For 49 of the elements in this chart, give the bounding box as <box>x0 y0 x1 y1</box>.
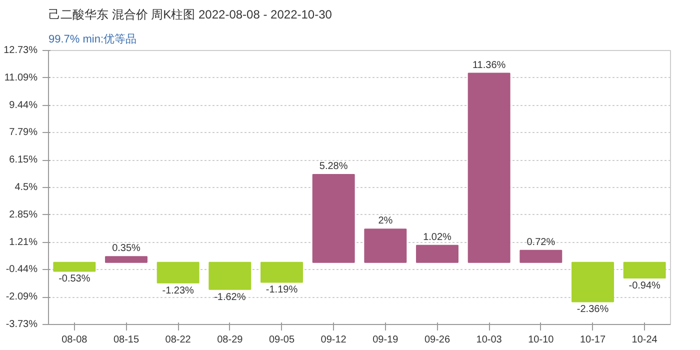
bar <box>208 262 252 290</box>
bar <box>572 262 614 302</box>
data-label: 0.35% <box>112 243 141 254</box>
y-tick-label: -0.44% <box>6 264 38 276</box>
bar <box>468 72 510 263</box>
data-label: -1.19% <box>266 284 298 296</box>
data-label: 0.72% <box>526 236 556 248</box>
x-tick-label: 09-26 <box>424 334 450 346</box>
x-tick-label: 09-12 <box>320 334 347 346</box>
y-tick-label: 11.09% <box>4 72 38 84</box>
data-label: -1.62% <box>214 292 246 303</box>
y-tick-label: -2.09% <box>6 292 38 303</box>
data-label: 5.28% <box>319 161 348 172</box>
bar <box>260 262 303 283</box>
bar <box>364 228 407 263</box>
x-tick-label: 08-08 <box>62 334 88 346</box>
chart-subtitle: 99.7% min:优等品 <box>48 34 137 46</box>
data-label: -2.36% <box>576 304 609 316</box>
x-tick-label: 08-15 <box>113 334 140 346</box>
x-tick-label: 08-29 <box>217 334 244 346</box>
data-label: 11.36% <box>472 60 506 71</box>
x-tick-label: 10-03 <box>476 334 502 346</box>
data-label: 2% <box>378 216 393 227</box>
y-tick-label: 2.85% <box>9 209 38 220</box>
data-label: 1.02% <box>423 232 452 243</box>
x-tick-label: 08-22 <box>165 334 192 346</box>
y-tick-label: 9.44% <box>9 100 38 111</box>
x-tick-label: 09-05 <box>268 334 295 346</box>
y-tick-label: 7.79% <box>9 127 38 138</box>
data-label: -0.94% <box>628 280 661 292</box>
bar <box>623 262 666 279</box>
x-tick-label: 10-17 <box>580 334 606 346</box>
data-label: -0.53% <box>58 274 90 285</box>
bar <box>53 262 96 272</box>
bar <box>520 250 562 263</box>
bar <box>312 174 355 263</box>
bar <box>156 262 200 284</box>
x-tick-label: 10-24 <box>632 334 658 346</box>
bar <box>416 244 458 263</box>
y-tick-label: 1.21% <box>9 236 38 248</box>
y-tick-label: 6.15% <box>9 154 38 166</box>
x-tick-label: 09-19 <box>372 334 399 346</box>
x-tick-label: 10-10 <box>528 334 554 346</box>
y-tick-label: 4.5% <box>14 182 38 193</box>
chart-title: 己二酸华东 混合价 周K柱图 2022-08-08 - 2022-10-30 <box>48 8 332 22</box>
bar <box>105 256 148 263</box>
y-tick-label: 12.73% <box>4 45 38 56</box>
data-label: -1.23% <box>162 285 194 296</box>
y-tick-label: -3.73% <box>6 319 38 330</box>
